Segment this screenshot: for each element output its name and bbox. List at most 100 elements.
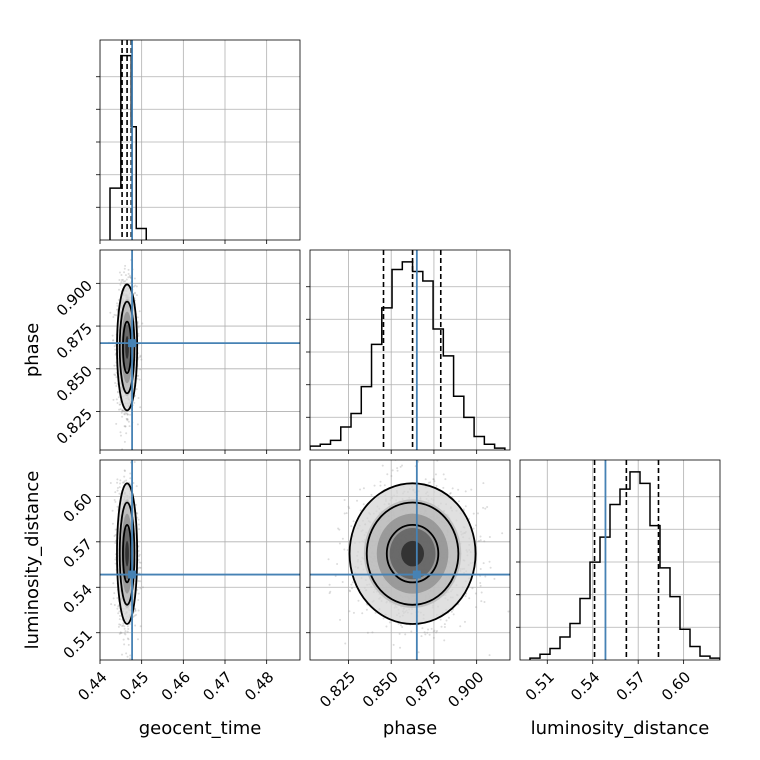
panel-plot-area: [100, 40, 300, 240]
sample-point: [133, 614, 136, 617]
sample-point: [359, 509, 362, 512]
sample-point: [112, 315, 115, 318]
sample-point: [129, 413, 132, 416]
sample-point: [139, 368, 142, 371]
sample-point: [345, 512, 348, 515]
sample-point: [114, 374, 117, 377]
x-tick-label: 0.47: [199, 668, 235, 704]
sample-point: [348, 507, 351, 510]
sample-point: [126, 655, 129, 658]
sample-point: [137, 592, 140, 595]
sample-point: [119, 614, 122, 617]
sample-point: [374, 611, 377, 614]
sample-point: [334, 575, 337, 578]
sample-point: [117, 433, 119, 435]
sample-point: [114, 533, 117, 536]
sample-point: [336, 562, 339, 565]
sample-point: [141, 586, 144, 589]
sample-point: [137, 343, 140, 346]
sample-point: [488, 560, 491, 563]
sample-point: [135, 285, 138, 288]
sample-point: [440, 625, 443, 628]
sample-point: [126, 413, 129, 416]
sample-point: [119, 431, 122, 434]
y-tick-label: 0.900: [53, 277, 96, 320]
sample-point: [116, 302, 119, 305]
sample-point: [132, 285, 135, 288]
truth-marker: [128, 339, 137, 348]
sample-point: [327, 558, 330, 561]
sample-point: [410, 630, 413, 633]
sample-point: [129, 477, 132, 480]
sample-point: [126, 625, 129, 628]
sample-point: [128, 432, 130, 434]
sample-point: [444, 478, 447, 481]
sample-point: [120, 632, 123, 635]
sample-point: [476, 512, 479, 515]
sample-point: [129, 657, 132, 660]
sample-point: [135, 613, 138, 616]
sample-point: [359, 488, 362, 491]
sample-point: [117, 612, 120, 615]
sample-point: [443, 639, 446, 642]
sample-point: [127, 272, 130, 275]
sample-point: [388, 621, 391, 624]
y-axis-label-phase: phase: [22, 323, 43, 377]
sample-point: [109, 311, 112, 314]
sample-point: [117, 396, 120, 399]
sample-point: [347, 505, 350, 508]
y-tick-label: 0.57: [60, 535, 96, 571]
sample-point: [361, 612, 364, 615]
sample-point: [116, 596, 119, 599]
sample-point: [109, 481, 112, 484]
sample-point: [111, 509, 114, 512]
sample-point: [468, 597, 471, 600]
y-tick-label: 0.60: [60, 490, 96, 526]
sample-point: [124, 274, 127, 277]
sample-point: [439, 618, 442, 621]
sample-point: [128, 425, 131, 428]
sample-point: [135, 485, 138, 488]
sample-point: [138, 310, 141, 313]
sample-point: [136, 516, 139, 519]
panel-plot-area: [310, 250, 510, 450]
sample-point: [428, 633, 431, 636]
sample-point: [121, 625, 124, 628]
sample-point: [371, 631, 374, 634]
sample-point: [118, 278, 121, 281]
sample-point: [122, 638, 125, 641]
panel-geocent_time-vs-geocent_time: [96, 39, 301, 244]
sample-point: [125, 432, 128, 435]
sample-point: [120, 274, 123, 277]
sample-point: [124, 425, 127, 428]
sample-point: [423, 631, 426, 634]
sample-point: [126, 412, 129, 415]
sample-point: [114, 562, 117, 565]
sample-point: [117, 605, 120, 608]
sample-point: [445, 619, 448, 622]
sample-point: [139, 566, 142, 569]
sample-point: [112, 582, 115, 585]
sample-point: [134, 607, 137, 610]
sample-point: [124, 280, 127, 283]
sample-point: [436, 460, 439, 462]
sample-point: [366, 631, 369, 634]
density-shade: [401, 540, 425, 567]
sample-point: [433, 480, 436, 483]
sample-point: [121, 653, 124, 656]
sample-point: [124, 264, 127, 267]
sample-point: [123, 467, 125, 469]
sample-point: [129, 472, 132, 475]
sample-point: [426, 631, 429, 634]
sample-point: [139, 587, 142, 590]
sample-point: [137, 326, 140, 329]
panel-luminosity_distance-vs-luminosity_distance: 0.51 0.54 0.57 0.60: [516, 459, 721, 704]
contour-1-sigma: [385, 523, 440, 584]
sample-point: [111, 334, 114, 337]
panel-plot-area: [100, 250, 300, 469]
sample-point: [356, 499, 359, 502]
panel-frame: [519, 459, 721, 661]
sample-point: [114, 353, 117, 356]
panel-phase-vs-phase: [306, 249, 511, 454]
